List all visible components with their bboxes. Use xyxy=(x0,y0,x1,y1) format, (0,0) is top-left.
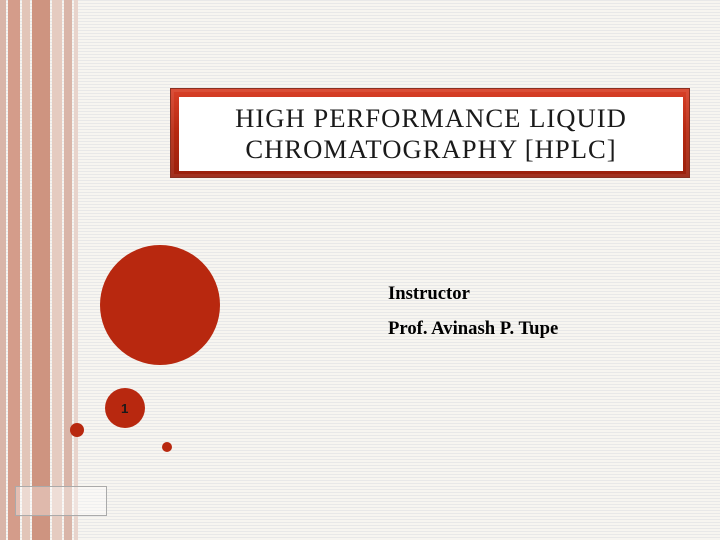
title-line-1: HIGH PERFORMANCE LIQUID xyxy=(235,103,627,134)
slide-number: 1 xyxy=(121,401,128,416)
decor-circle-small-1 xyxy=(70,423,84,437)
instructor-label: Instructor xyxy=(388,283,470,305)
left-accent-band xyxy=(52,0,62,540)
left-accent-band xyxy=(22,0,30,540)
title-line-2: CHROMATOGRAPHY [HPLC] xyxy=(245,134,616,165)
left-accent-band xyxy=(0,0,6,540)
left-accent-band xyxy=(32,0,50,540)
background-stripes xyxy=(0,0,720,540)
corner-placeholder-box xyxy=(15,486,107,516)
left-accent-band xyxy=(64,0,72,540)
left-accent-band xyxy=(8,0,20,540)
decor-circle-small-2 xyxy=(162,442,172,452)
decor-circle-large xyxy=(100,245,220,365)
left-accent-band xyxy=(74,0,78,540)
title-inner-box: HIGH PERFORMANCE LIQUID CHROMATOGRAPHY [… xyxy=(179,97,683,171)
instructor-name: Prof. Avinash P. Tupe xyxy=(388,318,558,340)
title-outer-box: HIGH PERFORMANCE LIQUID CHROMATOGRAPHY [… xyxy=(170,88,690,178)
